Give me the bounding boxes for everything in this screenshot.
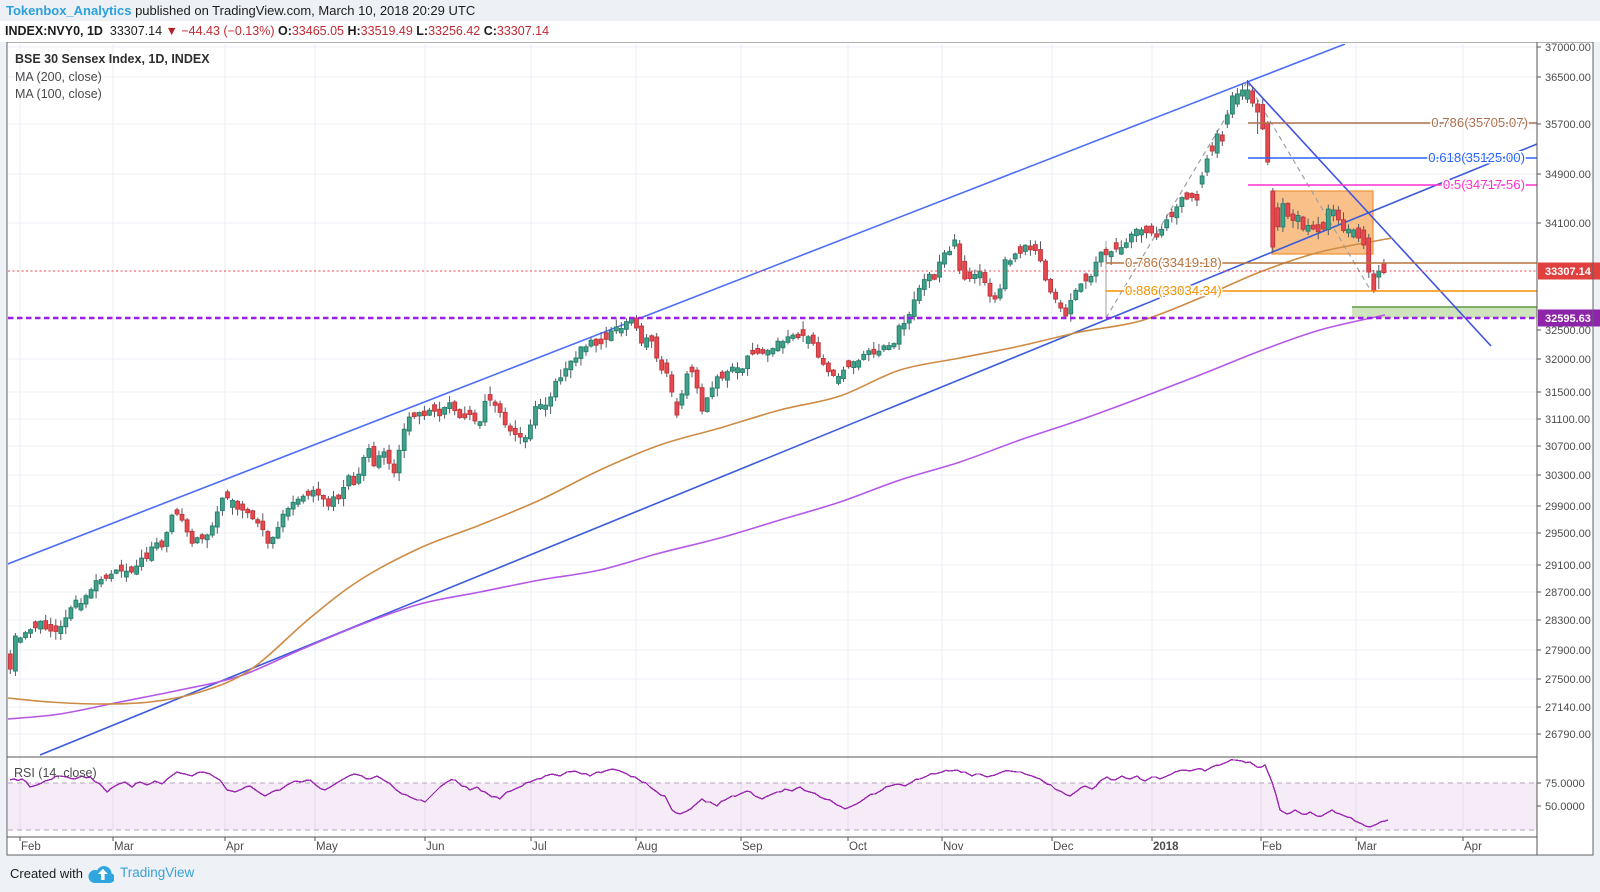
svg-text:28700.00: 28700.00 xyxy=(1545,587,1591,599)
svg-text:28300.00: 28300.00 xyxy=(1545,615,1591,627)
svg-text:Aug: Aug xyxy=(637,841,657,853)
svg-text:35700.00: 35700.00 xyxy=(1545,119,1591,131)
svg-text:0.618(35125.00): 0.618(35125.00) xyxy=(1428,150,1525,165)
svg-text:29500.00: 29500.00 xyxy=(1545,528,1591,540)
svg-text:RSI (14, close): RSI (14, close) xyxy=(14,766,97,780)
svg-text:32500.00: 32500.00 xyxy=(1545,325,1591,337)
svg-text:MA (200, close): MA (200, close) xyxy=(15,70,102,84)
svg-text:Sep: Sep xyxy=(742,841,762,853)
svg-text:32595.63: 32595.63 xyxy=(1545,313,1591,325)
svg-text:33307.14: 33307.14 xyxy=(1545,266,1592,278)
svg-text:0.886(33034.34): 0.886(33034.34) xyxy=(1125,283,1222,298)
svg-text:29100.00: 29100.00 xyxy=(1545,560,1591,572)
svg-text:0.786(33419.18): 0.786(33419.18) xyxy=(1125,255,1222,270)
svg-text:30300.00: 30300.00 xyxy=(1545,470,1591,482)
svg-text:27140.00: 27140.00 xyxy=(1545,702,1591,714)
svg-text:May: May xyxy=(316,841,338,853)
svg-text:30700.00: 30700.00 xyxy=(1545,441,1591,453)
svg-text:0.5(34717.56): 0.5(34717.56) xyxy=(1443,177,1525,192)
svg-text:34100.00: 34100.00 xyxy=(1545,218,1591,230)
svg-text:Mar: Mar xyxy=(114,841,134,853)
svg-text:MA (100, close): MA (100, close) xyxy=(15,87,102,101)
svg-text:2018: 2018 xyxy=(1153,841,1179,853)
svg-text:31100.00: 31100.00 xyxy=(1545,414,1590,426)
svg-text:36500.00: 36500.00 xyxy=(1545,72,1591,84)
svg-text:50.0000: 50.0000 xyxy=(1545,801,1585,813)
svg-text:Nov: Nov xyxy=(943,841,964,853)
svg-text:29900.00: 29900.00 xyxy=(1545,501,1591,513)
svg-text:32000.00: 32000.00 xyxy=(1545,354,1591,366)
svg-text:Jun: Jun xyxy=(426,841,445,853)
svg-text:31500.00: 31500.00 xyxy=(1545,387,1591,399)
svg-text:0.786(35705.07): 0.786(35705.07) xyxy=(1431,115,1528,130)
svg-text:Apr: Apr xyxy=(226,841,244,853)
svg-text:Feb: Feb xyxy=(21,841,41,853)
svg-text:Apr: Apr xyxy=(1464,841,1482,853)
svg-text:BSE 30 Sensex Index, 1D, INDEX: BSE 30 Sensex Index, 1D, INDEX xyxy=(15,52,210,66)
svg-text:34900.00: 34900.00 xyxy=(1545,169,1591,181)
svg-text:Oct: Oct xyxy=(849,841,868,853)
svg-text:75.0000: 75.0000 xyxy=(1545,778,1585,790)
svg-text:Dec: Dec xyxy=(1053,841,1074,853)
svg-text:26790.00: 26790.00 xyxy=(1545,729,1591,741)
svg-text:27900.00: 27900.00 xyxy=(1545,645,1591,657)
svg-text:27500.00: 27500.00 xyxy=(1545,674,1591,686)
svg-text:Mar: Mar xyxy=(1357,841,1377,853)
svg-text:37000.00: 37000.00 xyxy=(1545,42,1591,54)
svg-text:Jul: Jul xyxy=(532,841,547,853)
svg-text:Feb: Feb xyxy=(1262,841,1282,853)
